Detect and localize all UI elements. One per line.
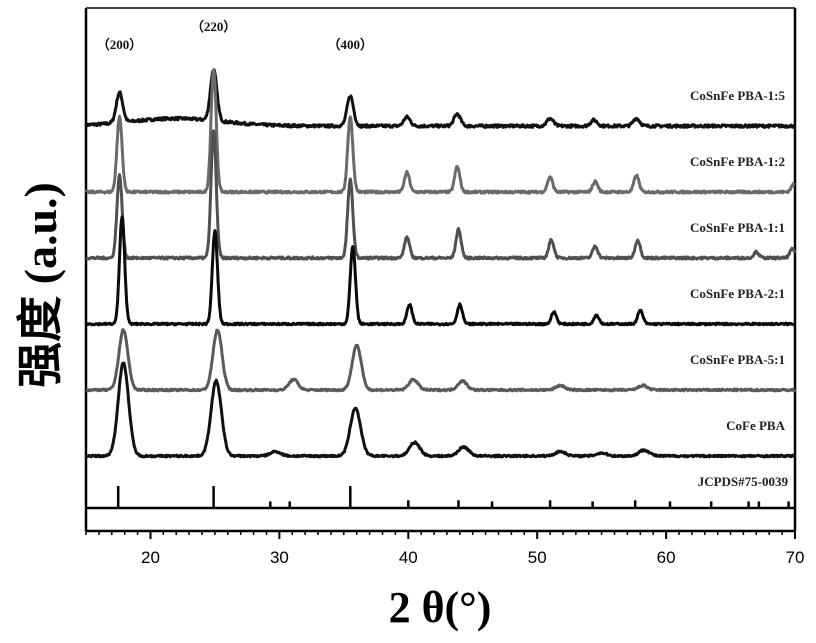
series-layer: [86, 70, 795, 457]
x-tick-label: 40: [399, 548, 418, 567]
reference-label: JCPDS#75-0039: [698, 474, 789, 489]
x-tick-label: 30: [270, 548, 289, 567]
series-label-5: CoFe PBA: [726, 418, 785, 433]
series-line-4: [86, 330, 795, 391]
series-line-0: [86, 70, 795, 127]
x-tick-label: 20: [141, 548, 160, 567]
series-line-1: [86, 70, 795, 194]
series-label-3: CoSnFe PBA-2:1: [690, 286, 785, 301]
peak-annotations: （200） （220） （400）: [97, 19, 373, 52]
reference-pattern: JCPDS#75-0039: [118, 474, 788, 508]
peak-label-1: （220）: [191, 19, 237, 34]
plot-frame: [86, 8, 795, 531]
series-label-1: CoSnFe PBA-1:2: [690, 154, 785, 169]
series-label-4: CoSnFe PBA-5:1: [690, 352, 785, 367]
series-line-2: [86, 131, 795, 259]
series-labels: CoSnFe PBA-1:5 CoSnFe PBA-1:2 CoSnFe PBA-1…: [690, 88, 786, 433]
series-label-0: CoSnFe PBA-1:5: [690, 88, 785, 103]
x-tick-label: 50: [528, 548, 547, 567]
x-axis-ticks: 20 30 40 50 60 70: [86, 531, 804, 567]
series-label-2: CoSnFe PBA-1:1: [690, 220, 785, 235]
x-tick-label: 70: [786, 548, 805, 567]
series-line-5: [86, 363, 795, 457]
series-line-3: [86, 217, 795, 325]
y-axis-label: 强度 (a.u.): [15, 182, 66, 388]
x-tick-label: 60: [657, 548, 676, 567]
peak-label-2: （400）: [328, 37, 374, 52]
x-axis-label: 2 θ(°): [389, 583, 492, 632]
peak-label-0: （200）: [97, 37, 143, 52]
